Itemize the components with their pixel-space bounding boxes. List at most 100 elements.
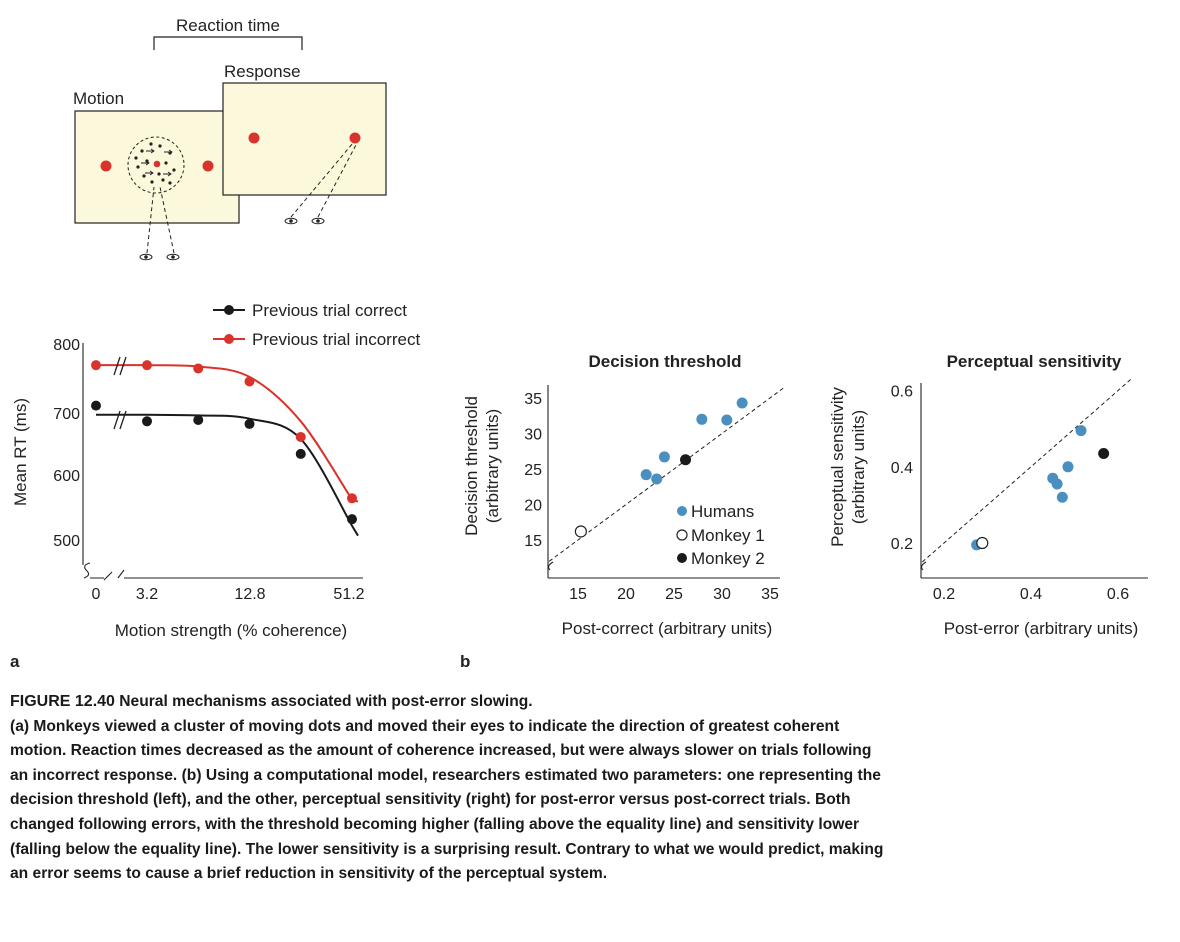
- right-target: [202, 160, 214, 172]
- rt-line-break-correct: [113, 410, 127, 430]
- legend-monkey2-marker: [677, 553, 687, 563]
- threshold-point-humans-1: [651, 473, 663, 485]
- reaction-time-bracket: [153, 36, 303, 50]
- response-left-target: [248, 132, 260, 144]
- motion-arrows: [141, 148, 173, 177]
- sensitivity-ticks: 0.2 0.4 0.6 0.2 0.4 0.6: [891, 384, 1129, 603]
- threshold-title: Decision threshold: [588, 352, 741, 371]
- rt-point-correct-2: [142, 416, 152, 427]
- sensitivity-axis-break: [920, 561, 927, 578]
- legend-correct-marker: [224, 305, 234, 315]
- rt-point-incorrect-6: [347, 493, 357, 504]
- eyes-icon: [139, 253, 180, 261]
- sensitivity-point-humans-3: [1056, 491, 1068, 503]
- sensitivity-equality-line: [921, 378, 1132, 563]
- caption-body: (a) Monkeys viewed a cluster of moving d…: [10, 715, 890, 887]
- threshold-point-humans-0: [640, 469, 652, 481]
- legend-incorrect-marker: [224, 334, 234, 344]
- threshold-y-tick-30: 30: [524, 427, 542, 444]
- threshold-x-tick-30: 30: [713, 586, 731, 603]
- threshold-y-axis-label-units: (arbitrary units): [483, 409, 502, 523]
- threshold-y-axis-label: Decision threshold: [462, 396, 481, 536]
- sensitivity-y-axis-label-units: (arbitrary units): [849, 410, 868, 524]
- threshold-x-tick-20: 20: [617, 586, 635, 603]
- motion-label: Motion: [73, 89, 124, 108]
- threshold-chart: Decision threshold Decision threshold (a…: [462, 352, 785, 638]
- sensitivity-point-humans-2: [1051, 478, 1063, 490]
- gaze-lines-response: [290, 142, 358, 218]
- left-target: [100, 160, 112, 172]
- sensitivity-x-tick-0.6: 0.6: [1107, 586, 1129, 603]
- rt-fit-correct: [96, 413, 359, 537]
- threshold-point-monkey2-0: [680, 454, 692, 466]
- rt-point-incorrect-0: [91, 360, 101, 371]
- sensitivity-x-tick-0.2: 0.2: [933, 586, 955, 603]
- rt-x-tick-3.2: 3.2: [136, 586, 158, 603]
- panel-label-a: a: [10, 652, 20, 671]
- legend-correct-label: Previous trial correct: [252, 301, 407, 320]
- threshold-point-humans-5: [736, 397, 748, 409]
- rt-line-break-incorrect: [113, 356, 127, 376]
- sensitivity-point-humans-4: [1062, 461, 1074, 473]
- sensitivity-x-axis-label: Post-error (arbitrary units): [944, 619, 1139, 638]
- threshold-point-humans-3: [696, 413, 708, 425]
- caption-a-label: (a): [10, 717, 30, 735]
- threshold-point-humans-2: [658, 451, 670, 463]
- caption-figure-number: FIGURE 12.40: [10, 693, 115, 710]
- sensitivity-x-tick-0.4: 0.4: [1020, 586, 1042, 603]
- rt-point-incorrect-5: [295, 431, 306, 442]
- task-diagram: Reaction time Motion: [73, 16, 387, 261]
- response-right-target: [349, 132, 361, 144]
- rt-y-axis-break: [82, 555, 91, 579]
- caption-a-text: Monkeys viewed a cluster of moving dots …: [10, 717, 872, 784]
- sensitivity-title: Perceptual sensitivity: [947, 352, 1122, 371]
- rt-y-tick-500: 500: [53, 533, 80, 550]
- legend-monkey1-label: Monkey 1: [691, 526, 765, 545]
- rt-point-correct-5: [295, 448, 306, 459]
- rt-point-incorrect-4: [244, 376, 255, 387]
- threshold-x-tick-25: 25: [665, 586, 683, 603]
- rt-point-correct-6: [347, 514, 357, 525]
- gaze-lines-fixation: [146, 186, 175, 254]
- figure-svg: Reaction time Motion: [10, 16, 1148, 671]
- rt-legend: Previous trial correct Previous trial in…: [213, 301, 420, 349]
- threshold-legend: Humans Monkey 1 Monkey 2: [676, 502, 765, 568]
- sensitivity-chart: Perceptual sensitivity Perceptual sensit…: [828, 352, 1148, 638]
- legend-incorrect-label: Previous trial incorrect: [252, 330, 420, 349]
- rt-x-axis-label: Motion strength (% coherence): [115, 621, 347, 640]
- legend-monkey1-marker: [676, 529, 688, 541]
- fixation-point: [153, 160, 161, 168]
- figure-caption: FIGURE 12.40 Neural mechanisms associate…: [10, 690, 890, 887]
- rt-x-tick-12.8: 12.8: [234, 586, 265, 603]
- response-label: Response: [224, 62, 301, 81]
- caption-b-text: Using a computational model, researchers…: [10, 766, 884, 883]
- panel-label-b: b: [460, 652, 470, 671]
- sensitivity-y-tick-0.4: 0.4: [891, 460, 913, 477]
- rt-series: [91, 360, 359, 537]
- rt-point-correct-0: [91, 400, 101, 411]
- threshold-x-axis-label: Post-correct (arbitrary units): [562, 619, 773, 638]
- sensitivity-y-tick-0.2: 0.2: [891, 536, 913, 553]
- threshold-ticks: 15 20 25 30 35 15 20 25 30 35: [524, 391, 779, 603]
- sensitivity-point-monkey1-0: [976, 536, 989, 550]
- rt-point-incorrect-3: [193, 363, 204, 374]
- threshold-y-tick-35: 35: [524, 391, 542, 408]
- caption-title-text: Neural mechanisms associated with post-e…: [119, 693, 533, 710]
- legend-humans-label: Humans: [691, 502, 754, 521]
- rt-y-tick-800: 800: [53, 337, 80, 354]
- sensitivity-point-humans-5: [1075, 425, 1087, 437]
- rt-x-axis-break: [90, 569, 125, 581]
- threshold-x-tick-35: 35: [761, 586, 779, 603]
- rt-fit-incorrect: [96, 364, 359, 503]
- threshold-point-monkey1-0: [574, 525, 587, 538]
- dot-aperture: [127, 136, 185, 194]
- rt-y-tick-600: 600: [53, 468, 80, 485]
- legend-humans-marker: [677, 506, 687, 516]
- rt-y-axis-label: Mean RT (ms): [11, 398, 30, 506]
- threshold-axis-break: [547, 561, 554, 578]
- response-screen: [222, 82, 387, 196]
- rt-x-tick-51.2: 51.2: [333, 586, 364, 603]
- figure: Reaction time Motion: [10, 16, 1148, 671]
- sensitivity-y-axis-label: Perceptual sensitivity: [828, 387, 847, 547]
- rt-chart: Previous trial correct Previous trial in…: [11, 301, 420, 640]
